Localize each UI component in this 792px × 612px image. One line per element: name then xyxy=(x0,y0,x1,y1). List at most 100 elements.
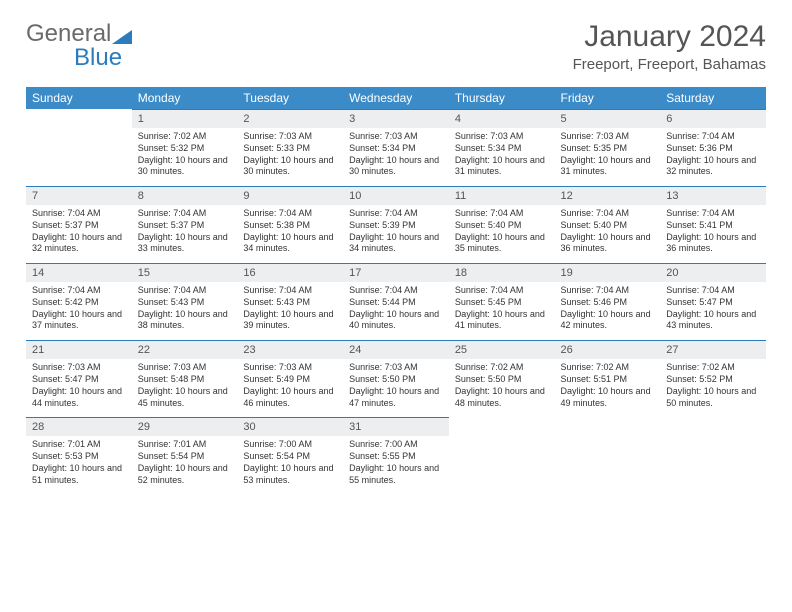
sunrise-line: Sunrise: 7:04 AM xyxy=(561,208,655,220)
day-number: 19 xyxy=(555,263,661,282)
sunset-line: Sunset: 5:48 PM xyxy=(138,374,232,386)
logo-block: General Blue xyxy=(26,20,132,72)
daylight-line: Daylight: 10 hours and 49 minutes. xyxy=(561,386,655,409)
daylight-line: Daylight: 10 hours and 55 minutes. xyxy=(349,463,443,486)
sunrise-line: Sunrise: 7:00 AM xyxy=(243,439,337,451)
sunset-line: Sunset: 5:40 PM xyxy=(455,220,549,232)
calendar-row: 7Sunrise: 7:04 AMSunset: 5:37 PMDaylight… xyxy=(26,186,766,263)
daylight-line: Daylight: 10 hours and 34 minutes. xyxy=(349,232,443,255)
calendar-cell xyxy=(26,109,132,186)
daylight-line: Daylight: 10 hours and 36 minutes. xyxy=(666,232,760,255)
sunset-line: Sunset: 5:46 PM xyxy=(561,297,655,309)
day-number: 26 xyxy=(555,340,661,359)
daylight-line: Daylight: 10 hours and 41 minutes. xyxy=(455,309,549,332)
daylight-line: Daylight: 10 hours and 46 minutes. xyxy=(243,386,337,409)
sunset-line: Sunset: 5:33 PM xyxy=(243,143,337,155)
day-details: Sunrise: 7:03 AMSunset: 5:50 PMDaylight:… xyxy=(343,359,449,417)
day-number: 25 xyxy=(449,340,555,359)
sunrise-line: Sunrise: 7:04 AM xyxy=(455,208,549,220)
sunrise-line: Sunrise: 7:04 AM xyxy=(666,208,760,220)
day-number: 11 xyxy=(449,186,555,205)
daylight-line: Daylight: 10 hours and 30 minutes. xyxy=(349,155,443,178)
weekday-header: Saturday xyxy=(660,87,766,109)
daylight-line: Daylight: 10 hours and 44 minutes. xyxy=(32,386,126,409)
daylight-line: Daylight: 10 hours and 48 minutes. xyxy=(455,386,549,409)
sunset-line: Sunset: 5:36 PM xyxy=(666,143,760,155)
day-details: Sunrise: 7:03 AMSunset: 5:47 PMDaylight:… xyxy=(26,359,132,417)
day-details: Sunrise: 7:04 AMSunset: 5:40 PMDaylight:… xyxy=(555,205,661,263)
sunset-line: Sunset: 5:51 PM xyxy=(561,374,655,386)
day-details: Sunrise: 7:04 AMSunset: 5:46 PMDaylight:… xyxy=(555,282,661,340)
calendar-row: 21Sunrise: 7:03 AMSunset: 5:47 PMDayligh… xyxy=(26,340,766,417)
day-details: Sunrise: 7:04 AMSunset: 5:37 PMDaylight:… xyxy=(132,205,238,263)
day-details: Sunrise: 7:04 AMSunset: 5:40 PMDaylight:… xyxy=(449,205,555,263)
sunset-line: Sunset: 5:47 PM xyxy=(666,297,760,309)
logo-triangle-icon-2 xyxy=(112,28,132,44)
weekday-header: Sunday xyxy=(26,87,132,109)
calendar-cell: 10Sunrise: 7:04 AMSunset: 5:39 PMDayligh… xyxy=(343,186,449,263)
weekday-header: Tuesday xyxy=(237,87,343,109)
day-number: 13 xyxy=(660,186,766,205)
day-number: 2 xyxy=(237,109,343,128)
day-number: 20 xyxy=(660,263,766,282)
day-number: 8 xyxy=(132,186,238,205)
sunrise-line: Sunrise: 7:04 AM xyxy=(666,285,760,297)
day-number: 3 xyxy=(343,109,449,128)
sunrise-line: Sunrise: 7:03 AM xyxy=(455,131,549,143)
day-number: 15 xyxy=(132,263,238,282)
sunrise-line: Sunrise: 7:04 AM xyxy=(666,131,760,143)
sunrise-line: Sunrise: 7:02 AM xyxy=(561,362,655,374)
calendar-cell: 20Sunrise: 7:04 AMSunset: 5:47 PMDayligh… xyxy=(660,263,766,340)
day-number: 17 xyxy=(343,263,449,282)
calendar-cell: 1Sunrise: 7:02 AMSunset: 5:32 PMDaylight… xyxy=(132,109,238,186)
sunrise-line: Sunrise: 7:04 AM xyxy=(349,285,443,297)
day-details: Sunrise: 7:04 AMSunset: 5:41 PMDaylight:… xyxy=(660,205,766,263)
sunset-line: Sunset: 5:34 PM xyxy=(349,143,443,155)
calendar-cell: 16Sunrise: 7:04 AMSunset: 5:43 PMDayligh… xyxy=(237,263,343,340)
day-number: 7 xyxy=(26,186,132,205)
title-block: January 2024 Freeport, Freeport, Bahamas xyxy=(573,20,766,73)
calendar-cell: 26 Sunrise: 7:02 AMSunset: 5:51 PMDayligh… xyxy=(555,340,661,417)
sunset-line: Sunset: 5:34 PM xyxy=(455,143,549,155)
calendar-cell: 4Sunrise: 7:03 AMSunset: 5:34 PMDaylight… xyxy=(449,109,555,186)
sunrise-line: Sunrise: 7:01 AM xyxy=(138,439,232,451)
day-number: 23 xyxy=(237,340,343,359)
calendar-cell: 5Sunrise: 7:03 AMSunset: 5:35 PMDaylight… xyxy=(555,109,661,186)
sunrise-line: Sunrise: 7:04 AM xyxy=(561,285,655,297)
day-details: Sunrise: 7:03 AMSunset: 5:33 PMDaylight:… xyxy=(237,128,343,186)
day-details: Sunrise: 7:00 AMSunset: 5:54 PMDaylight:… xyxy=(237,436,343,494)
sunset-line: Sunset: 5:55 PM xyxy=(349,451,443,463)
sunrise-line: Sunrise: 7:01 AM xyxy=(32,439,126,451)
day-number: 4 xyxy=(449,109,555,128)
calendar-cell: 6Sunrise: 7:04 AMSunset: 5:36 PMDaylight… xyxy=(660,109,766,186)
sunrise-line: Sunrise: 7:04 AM xyxy=(138,285,232,297)
calendar-cell: 9Sunrise: 7:04 AMSunset: 5:38 PMDaylight… xyxy=(237,186,343,263)
daylight-line: Daylight: 10 hours and 40 minutes. xyxy=(349,309,443,332)
sunrise-line: Sunrise: 7:04 AM xyxy=(32,285,126,297)
day-number: 5 xyxy=(555,109,661,128)
sunrise-line: Sunrise: 7:03 AM xyxy=(349,131,443,143)
sunset-line: Sunset: 5:53 PM xyxy=(32,451,126,463)
sunrise-line: Sunrise: 7:04 AM xyxy=(243,285,337,297)
calendar-cell: 12Sunrise: 7:04 AMSunset: 5:40 PMDayligh… xyxy=(555,186,661,263)
sunrise-line: Sunrise: 7:02 AM xyxy=(138,131,232,143)
day-details: Sunrise: 7:04 AMSunset: 5:45 PMDaylight:… xyxy=(449,282,555,340)
calendar-body: 1Sunrise: 7:02 AMSunset: 5:32 PMDaylight… xyxy=(26,109,766,494)
daylight-line: Daylight: 10 hours and 36 minutes. xyxy=(561,232,655,255)
calendar-cell: 17Sunrise: 7:04 AMSunset: 5:44 PMDayligh… xyxy=(343,263,449,340)
daylight-line: Daylight: 10 hours and 47 minutes. xyxy=(349,386,443,409)
calendar-cell: 28Sunrise: 7:01 AMSunset: 5:53 PMDayligh… xyxy=(26,417,132,494)
sunrise-line: Sunrise: 7:03 AM xyxy=(243,362,337,374)
calendar-cell xyxy=(555,417,661,494)
day-details: Sunrise: 7:03 AMSunset: 5:48 PMDaylight:… xyxy=(132,359,238,417)
day-number: 30 xyxy=(237,417,343,436)
sunset-line: Sunset: 5:54 PM xyxy=(138,451,232,463)
daylight-line: Daylight: 10 hours and 30 minutes. xyxy=(138,155,232,178)
day-details: Sunrise: 7:02 AMSunset: 5:32 PMDaylight:… xyxy=(132,128,238,186)
daylight-line: Daylight: 10 hours and 53 minutes. xyxy=(243,463,337,486)
day-details: Sunrise: 7:04 AMSunset: 5:43 PMDaylight:… xyxy=(237,282,343,340)
calendar-cell: 30Sunrise: 7:00 AMSunset: 5:54 PMDayligh… xyxy=(237,417,343,494)
calendar-cell: 15Sunrise: 7:04 AMSunset: 5:43 PMDayligh… xyxy=(132,263,238,340)
sunrise-line: Sunrise: 7:03 AM xyxy=(349,362,443,374)
sunset-line: Sunset: 5:39 PM xyxy=(349,220,443,232)
